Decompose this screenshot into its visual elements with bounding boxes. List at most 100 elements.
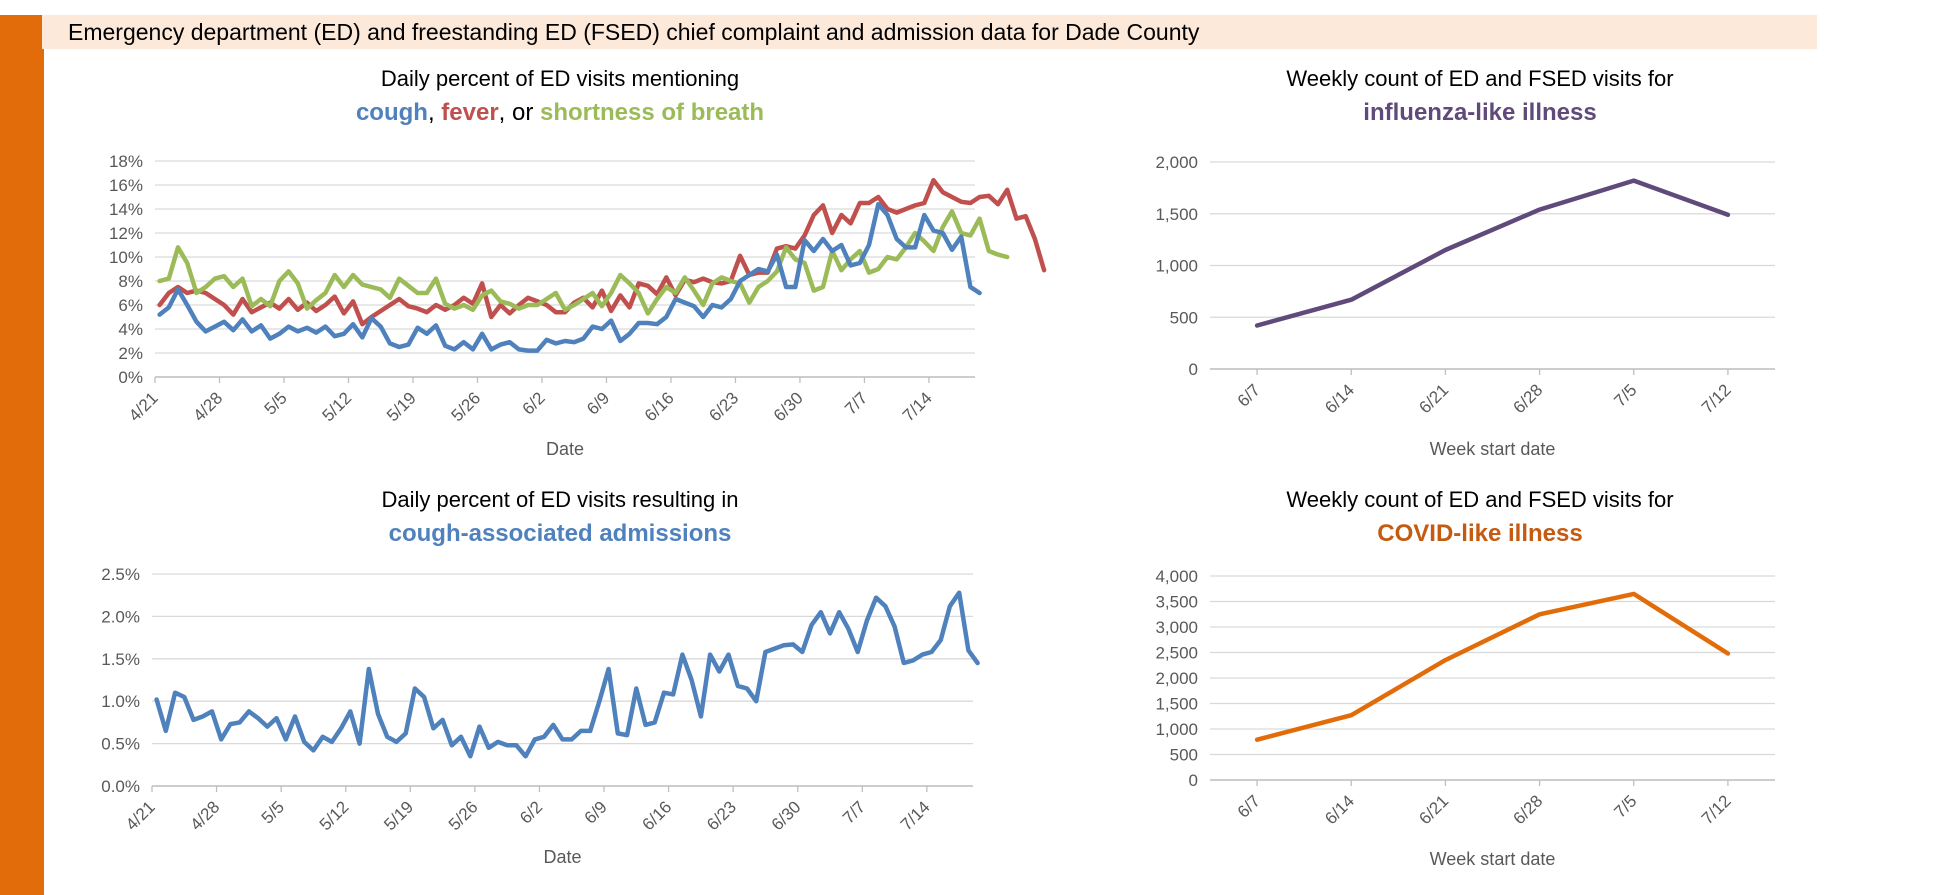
influenza-y-tick-label: 1,000	[1155, 257, 1198, 276]
admissions-x-tick-label: 6/23	[703, 797, 740, 834]
covid-x-axis-label: Week start date	[1430, 849, 1556, 869]
covid-subtitle-part: COVID-like illness	[1377, 520, 1583, 547]
influenza-y-tick-label: 0	[1189, 360, 1198, 379]
symptoms-x-tick-label: 5/19	[383, 388, 420, 425]
symptoms-subtitle-part: , or	[498, 99, 540, 126]
admissions-x-tick-label: 6/16	[639, 797, 676, 834]
influenza-x-axis-label: Week start date	[1430, 439, 1556, 459]
symptoms-x-tick-label: 6/23	[705, 388, 742, 425]
admissions-x-tick-label: 6/2	[516, 797, 546, 827]
symptoms-x-tick-label: 6/30	[770, 388, 807, 425]
influenza-x-tick-label: 6/28	[1510, 380, 1547, 417]
admissions-series-line	[154, 590, 980, 759]
covid-y-tick-label: 1,500	[1155, 695, 1198, 714]
covid-x-tick-label: 6/28	[1510, 791, 1547, 828]
symptoms-y-tick-label: 8%	[118, 272, 143, 291]
symptoms-x-tick-label: 6/2	[519, 388, 549, 418]
admissions-x-tick-label: 7/14	[897, 797, 934, 834]
covid-y-tick-label: 1,000	[1155, 720, 1198, 739]
admissions-x-tick-label: 5/26	[445, 797, 482, 834]
admissions-chart: 0.0% 0.5% 1.0% 1.5% 2.0% 2.5% 4/21 4/28 5/5 5/12 5…	[101, 565, 980, 867]
covid-y-tick-label: 2,500	[1155, 644, 1198, 663]
symptoms-y-tick-label: 18%	[109, 152, 143, 171]
symptoms-x-tick-label: 4/21	[125, 388, 162, 425]
covid-chart-title: Weekly count of ED and FSED visits for C…	[1175, 483, 1785, 551]
covid-y-tick-label: 0	[1189, 771, 1198, 790]
admissions-y-tick-label: 0.5%	[101, 735, 140, 754]
symptoms-series-line-cough	[157, 201, 982, 353]
symptoms-series-line-shortness-of-breath	[157, 209, 1010, 316]
influenza-x-tick-label: 6/7	[1234, 380, 1264, 410]
influenza-x-tick-label: 7/5	[1610, 380, 1640, 410]
covid-y-tick-label: 3,000	[1155, 618, 1198, 637]
symptoms-y-tick-label: 0%	[118, 368, 143, 387]
symptoms-y-tick-label: 16%	[109, 176, 143, 195]
symptoms-x-tick-label: 7/7	[841, 388, 871, 418]
covid-subtitle: COVID-like illness	[1175, 517, 1785, 551]
admissions-y-tick-label: 2.0%	[101, 607, 140, 626]
symptoms-title-line1: Daily percent of ED visits mentioning	[380, 66, 740, 91]
admissions-x-axis-label: Date	[543, 847, 581, 867]
covid-series-line	[1254, 591, 1731, 742]
symptoms-subtitle: cough, fever, or shortness of breath	[255, 96, 865, 130]
covid-x-tick-label: 6/21	[1415, 791, 1452, 828]
influenza-subtitle: influenza-like illness	[1175, 96, 1785, 130]
symptoms-y-tick-label: 6%	[118, 296, 143, 315]
admissions-x-tick-label: 5/5	[258, 797, 288, 827]
accent-sidebar	[0, 15, 44, 895]
admissions-x-tick-label: 5/19	[380, 797, 417, 834]
symptoms-y-tick-label: 2%	[118, 344, 143, 363]
symptoms-x-tick-label: 6/9	[583, 388, 613, 418]
symptoms-x-tick-label: 5/12	[318, 388, 355, 425]
symptoms-chart: 0% 2% 4% 6% 8% 10% 12% 14% 16% 18% 4/21 4/28 5/5 5/12…	[109, 152, 1047, 459]
symptoms-x-tick-label: 7/14	[899, 388, 936, 425]
admissions-y-tick-label: 0.0%	[101, 777, 140, 796]
influenza-x-tick-label: 7/12	[1698, 380, 1735, 417]
admissions-x-tick-label: 6/9	[581, 797, 611, 827]
admissions-y-tick-label: 1.0%	[101, 692, 140, 711]
covid-x-tick-label: 6/14	[1321, 791, 1358, 828]
influenza-series-line	[1254, 178, 1731, 328]
covid-title-line1: Weekly count of ED and FSED visits for	[1286, 487, 1674, 512]
page-header: Emergency department (ED) and freestandi…	[42, 15, 1817, 49]
admissions-title-line1: Daily percent of ED visits resulting in	[381, 487, 739, 512]
covid-x-tick-label: 7/12	[1698, 791, 1735, 828]
covid-x-tick-label: 6/7	[1234, 791, 1264, 821]
symptoms-x-tick-label: 4/28	[189, 388, 226, 425]
admissions-x-tick-label: 6/30	[768, 797, 805, 834]
influenza-title-line1: Weekly count of ED and FSED visits for	[1286, 66, 1674, 91]
symptoms-x-tick-label: 5/5	[261, 388, 291, 418]
symptoms-x-axis-label: Date	[546, 439, 584, 459]
covid-y-tick-label: 4,000	[1155, 567, 1198, 586]
symptoms-chart-title: Daily percent of ED visits mentioning co…	[255, 62, 865, 130]
symptoms-y-tick-label: 14%	[109, 200, 143, 219]
admissions-x-tick-label: 5/12	[316, 797, 353, 834]
covid-y-tick-label: 3,500	[1155, 593, 1198, 612]
influenza-chart: 0 500 1,000 1,500 2,000 6/7 6/14 6/21 6/28 7/5 7/1…	[1155, 153, 1775, 459]
covid-chart: 0 500 1,000 1,500 2,000 2,500 3,000 3,500 4,000 6…	[1155, 567, 1775, 869]
admissions-y-tick-label: 1.5%	[101, 650, 140, 669]
admissions-subtitle: cough-associated admissions	[255, 517, 865, 551]
symptoms-y-tick-label: 10%	[109, 248, 143, 267]
admissions-x-tick-label: 7/7	[839, 797, 869, 827]
covid-y-tick-label: 2,000	[1155, 669, 1198, 688]
admissions-y-tick-label: 2.5%	[101, 565, 140, 584]
symptoms-subtitle-part: ,	[427, 99, 442, 126]
influenza-x-tick-label: 6/21	[1415, 380, 1452, 417]
symptoms-subtitle-part: shortness of breath	[540, 99, 765, 126]
influenza-y-tick-label: 2,000	[1155, 153, 1198, 172]
symptoms-y-tick-label: 12%	[109, 224, 143, 243]
symptoms-subtitle-part: cough	[355, 99, 428, 126]
admissions-chart-title: Daily percent of ED visits resulting in …	[255, 483, 865, 551]
covid-x-tick-label: 7/5	[1610, 791, 1640, 821]
influenza-x-tick-label: 6/14	[1321, 380, 1358, 417]
symptoms-subtitle-part: fever	[441, 99, 499, 126]
symptoms-x-tick-label: 5/26	[447, 388, 484, 425]
admissions-subtitle-part: cough-associated admissions	[388, 520, 732, 547]
admissions-x-tick-label: 4/28	[187, 797, 224, 834]
influenza-y-tick-label: 500	[1170, 308, 1198, 327]
influenza-subtitle-part: influenza-like illness	[1363, 99, 1597, 126]
covid-y-tick-label: 500	[1170, 746, 1198, 765]
influenza-chart-title: Weekly count of ED and FSED visits for i…	[1175, 62, 1785, 130]
